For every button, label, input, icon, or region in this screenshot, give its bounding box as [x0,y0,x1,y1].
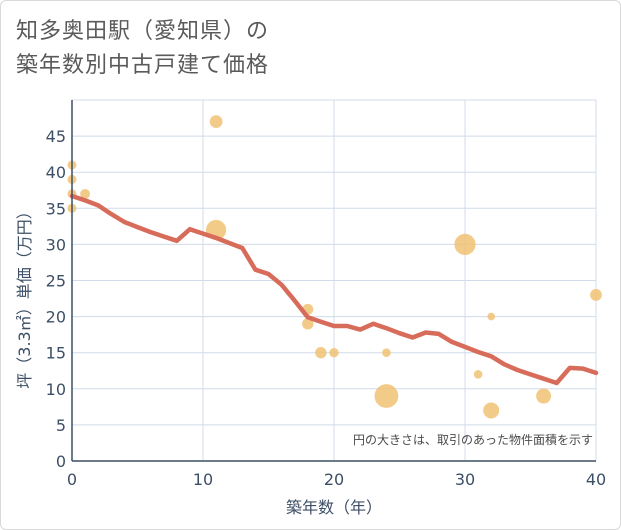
bubble-point-18 [590,289,602,301]
bubble-point-13 [454,233,476,255]
bubble-point-9 [315,347,327,359]
y-tick-label-45: 45 [46,127,66,146]
chart-title-line-2: 築年数別中古戸建て価格 [16,53,270,78]
bubble-point-8 [302,318,314,330]
bubble-point-15 [487,312,496,321]
bubble-point-11 [382,348,391,358]
bubble-point-12 [374,384,399,408]
bubble-point-4 [80,188,90,199]
y-tick-label-30: 30 [46,235,66,254]
tick-labels: 0 5 10 15 20 25 30 35 40 45 0 10 20 30 40 [46,127,607,489]
size-note: 円の大きさは、取引のあった物件面積を示す [353,432,593,447]
bubble-point-17 [536,388,552,404]
x-tick-label-30: 30 [455,470,475,489]
x-tick-label-40: 40 [586,470,606,489]
y-tick-label-15: 15 [46,344,66,363]
y-tick-label-40: 40 [46,163,66,182]
bubble-point-5 [209,115,223,129]
y-tick-label-5: 5 [56,416,66,435]
gridlines [72,99,597,461]
y-tick-label-20: 20 [46,308,66,327]
chart-title: 知多奥田駅（愛知県）の 築年数別中古戸建て価格 [16,15,269,83]
x-axis-label: 築年数（年） [286,498,382,517]
x-tick-label-0: 0 [67,470,77,489]
chart-title-line-1: 知多奥田駅（愛知県）の [16,19,270,44]
trend-line [69,193,599,386]
y-tick-label-25: 25 [46,272,66,291]
bubble-point-14 [473,370,483,379]
y-tick-label-0: 0 [56,452,66,471]
bubble-point-10 [329,348,339,358]
y-tick-label-35: 35 [46,199,66,218]
x-tick-label-10: 10 [193,470,213,489]
axes [71,100,596,462]
bubble-point-16 [483,402,500,419]
average-price-line [69,193,599,386]
y-tick-label-10: 10 [46,380,66,399]
y-axis-label: 坪（3.3㎡）単価（万円） [15,203,34,388]
x-tick-label-20: 20 [324,470,344,489]
